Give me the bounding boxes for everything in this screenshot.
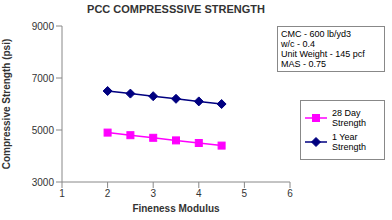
html-text:PCC COMPRESSSIVE STRENGTH: PCC COMPRESSSIVE STRENGTH <box>87 3 265 15</box>
html-text:MAS - 0.75: MAS - 0.75 <box>281 59 326 69</box>
html-text:w/c - 0.4: w/c - 0.4 <box>281 39 315 49</box>
html-text:1 Year Strength: 1 Year Strength <box>332 132 366 152</box>
svg-text:3: 3 <box>150 188 156 199</box>
html-text:28 Day Strength: 28 Day Strength <box>332 108 366 128</box>
svg-text:Fineness Modulus: Fineness Modulus <box>132 203 220 214</box>
svg-text:3000: 3000 <box>32 177 55 188</box>
svg-text:4: 4 <box>196 188 202 199</box>
svg-text:Compressive Strength (psi): Compressive Strength (psi) <box>8 39 12 170</box>
svg-text:6: 6 <box>287 188 293 199</box>
svg-text:5000: 5000 <box>32 125 55 136</box>
svg-text:1: 1 <box>59 188 65 199</box>
svg-text:2: 2 <box>105 188 111 199</box>
html-text:CMC - 600 lb/yd3: CMC - 600 lb/yd3 <box>281 29 351 39</box>
svg-text:5: 5 <box>242 188 248 199</box>
svg-text:7000: 7000 <box>32 73 55 84</box>
svg-text:9000: 9000 <box>32 21 55 32</box>
html-text:Unit Weight - 145 pcf: Unit Weight - 145 pcf <box>281 49 365 59</box>
